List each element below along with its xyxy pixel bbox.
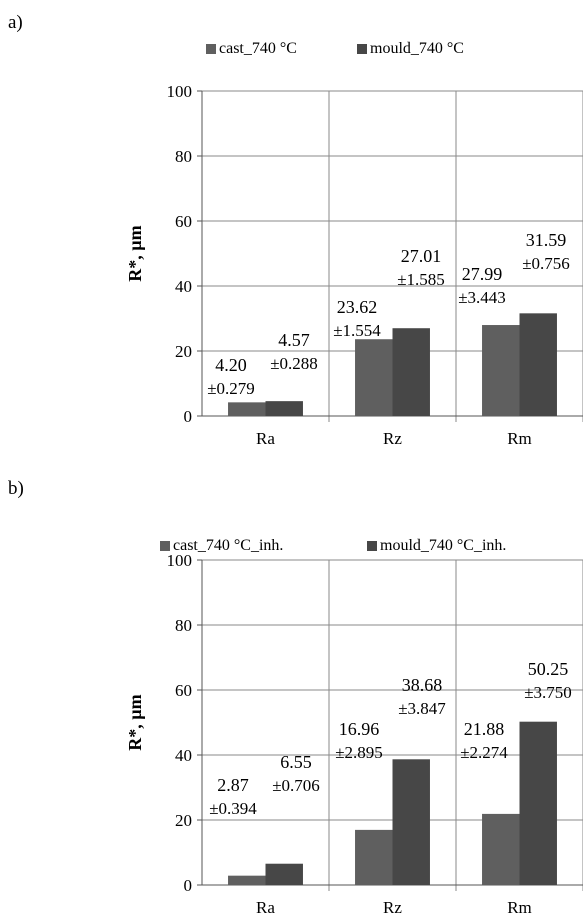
chart-a-data-label-value: 31.59 (526, 230, 567, 250)
chart-a-data-label-error: ±3.443 (458, 288, 506, 307)
chart-a-x-tick-label: Ra (256, 429, 275, 448)
chart-a-data-label-value: 27.01 (401, 246, 442, 266)
chart-a-bar-rm-s1 (482, 325, 520, 416)
chart-b-data-label-error: ±0.706 (272, 776, 320, 795)
chart-a-y-tick-label: 40 (175, 277, 192, 296)
chart-a-data-label-error: ±0.279 (207, 379, 255, 398)
chart-b-bar-rz-s2 (392, 759, 430, 885)
chart-b-data-label-error: ±2.274 (460, 743, 508, 762)
chart-b-bar-rm-s2 (519, 721, 557, 885)
chart-a-legend-label-1: cast_740 °C (219, 40, 297, 57)
chart-b-bar-rm-s1 (482, 813, 520, 885)
chart-a-y-tick-label: 60 (175, 212, 192, 231)
chart-a-data-label-value: 23.62 (337, 297, 378, 317)
chart-a-data-label-error: ±0.288 (270, 354, 318, 373)
chart-a-legend-swatch-1 (206, 44, 216, 54)
chart-b-data-label-error: ±3.750 (524, 683, 572, 702)
chart-b-x-tick-label: Rm (507, 898, 532, 917)
chart-a-bar-rm-s2 (519, 313, 557, 416)
chart-a-data-label-error: ±1.585 (397, 270, 445, 289)
chart-a-bar-rz-s2 (392, 328, 430, 416)
chart-b-bar-ra-s1 (228, 875, 266, 885)
chart-b-data-label-error: ±0.394 (209, 799, 257, 818)
chart-a-data-label-value: 27.99 (462, 264, 503, 284)
chart-b-y-tick-label: 0 (184, 876, 193, 895)
chart-b-x-tick-label: Ra (256, 898, 275, 917)
chart-b-y-tick-label: 100 (167, 551, 193, 570)
chart-a-y-tick-label: 0 (184, 407, 193, 426)
chart-b-data-label-error: ±2.895 (335, 743, 383, 762)
panel-label-b: b) (8, 478, 24, 499)
chart-b-y-tick-label: 80 (175, 616, 192, 635)
chart-b-y-tick-label: 60 (175, 681, 192, 700)
chart-b-bar-ra-s2 (265, 863, 303, 885)
chart-b-data-label-value: 38.68 (402, 675, 443, 695)
chart-b-y-tick-label: 20 (175, 811, 192, 830)
chart-a-y-axis-title: R*, µm (125, 225, 145, 281)
chart-b-data-label-value: 16.96 (339, 719, 380, 739)
chart-a-x-tick-label: Rm (507, 429, 532, 448)
chart-a-bar-ra-s1 (228, 402, 266, 416)
chart-b-legend-label-2: mould_740 °C_inh. (380, 537, 506, 554)
chart-b-data-label-value: 6.55 (280, 752, 312, 772)
chart-a-legend-label-2: mould_740 °C (370, 40, 464, 57)
chart-a-y-tick-label: 80 (175, 147, 192, 166)
chart-b-legend-swatch-2 (367, 541, 377, 551)
chart-a-y-tick-label: 20 (175, 342, 192, 361)
chart-b-x-tick-label: Rz (383, 898, 402, 917)
chart-a-y-tick-label: 100 (167, 82, 193, 101)
chart-a-data-label-error: ±0.756 (522, 254, 570, 273)
chart-a-x-tick-label: Rz (383, 429, 402, 448)
chart-b-legend-label-1: cast_740 °C_inh. (173, 537, 283, 554)
chart-a-data-label-value: 4.20 (215, 355, 247, 375)
chart-b-bar-rz-s1 (355, 829, 393, 885)
chart-b-legend-swatch-1 (160, 541, 170, 551)
chart-a-legend-swatch-2 (357, 44, 367, 54)
chart-a: cast_740 °C mould_740 °C 0 20 40 60 80 100 Ra Rz R… (125, 40, 583, 448)
chart-b-data-label-value: 50.25 (528, 659, 569, 679)
chart-b-data-label-value: 2.87 (217, 775, 249, 795)
chart-a-bar-ra-s2 (265, 401, 303, 416)
panel-label-a: a) (8, 12, 23, 33)
chart-b-data-label-value: 21.88 (464, 719, 505, 739)
chart-b-y-axis-title: R*, µm (125, 694, 145, 750)
chart-a-data-label-error: ±1.554 (333, 321, 381, 340)
chart-b-data-label-error: ±3.847 (398, 699, 446, 718)
chart-b: cast_740 °C_inh. mould_740 °C_inh. 0 20 40 60… (125, 537, 583, 917)
chart-b-y-tick-label: 40 (175, 746, 192, 765)
chart-a-data-label-value: 4.57 (278, 330, 310, 350)
chart-a-bar-rz-s1 (355, 339, 393, 416)
